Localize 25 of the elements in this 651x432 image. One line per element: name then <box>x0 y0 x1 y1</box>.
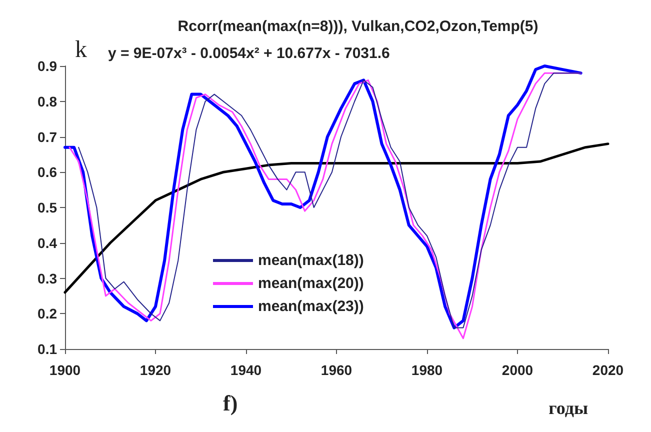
x-axis-title: годы <box>548 398 588 418</box>
x-tick-label: 1900 <box>49 362 81 378</box>
y-tick-label: 0.3 <box>38 270 58 286</box>
x-tick-label: 1980 <box>411 362 443 378</box>
x-tick-label: 2020 <box>592 362 624 378</box>
x-tick-label: 2000 <box>502 362 534 378</box>
x-tick-label: 1920 <box>140 362 172 378</box>
legend-label: mean(max(18)) <box>258 252 364 269</box>
line-series <box>64 142 610 294</box>
chart-title: Rcorr(mean(max(n=8))), Vulkan,CO2,Ozon,Temp(5) <box>178 18 538 35</box>
y-axis-title: k <box>75 37 87 63</box>
x-tick-label: 1940 <box>230 362 262 378</box>
y-tick-label: 0.1 <box>38 341 58 357</box>
y-tick-label: 0.5 <box>38 200 58 216</box>
y-tick-label: 0.7 <box>38 128 58 145</box>
y-tick-label: 0.9 <box>38 58 58 74</box>
text: f) <box>223 390 238 416</box>
text: y = 9E-07x³ - 0.0054x² + 10.677x - 7031.6 <box>108 45 390 62</box>
y-tick-label: 0.2 <box>38 306 58 322</box>
x-tick-label: 1960 <box>320 362 352 378</box>
y-tick-label: 0.6 <box>38 164 58 180</box>
legend-label: mean(max(23)) <box>258 298 364 315</box>
y-tick-label: 0.4 <box>38 234 58 251</box>
legend-label: mean(max(20)) <box>258 275 364 292</box>
y-tick-label: 0.8 <box>38 93 58 110</box>
